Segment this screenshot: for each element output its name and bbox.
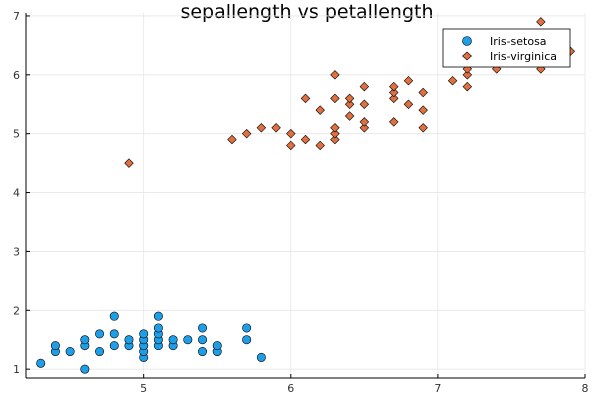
tick-labels: 5 6 7 8 1 2 3 4 5 6 7 <box>13 10 589 395</box>
legend-marker-setosa <box>462 36 472 46</box>
x-tick-label: 7 <box>434 382 441 395</box>
data-point-virginica <box>330 134 340 145</box>
data-point-virginica <box>241 128 252 139</box>
data-point-virginica <box>300 93 311 104</box>
data-point-virginica <box>271 123 281 133</box>
data-point-setosa <box>153 323 163 333</box>
data-point-virginica <box>389 117 399 127</box>
grid-lines <box>26 13 586 378</box>
y-tick-label: 3 <box>13 245 20 258</box>
legend: Iris-setosa Iris-virginica <box>442 28 571 68</box>
data-point-virginica <box>344 111 355 121</box>
legend-label-virginica: Iris-virginica <box>490 50 557 63</box>
data-point-setosa <box>153 311 163 321</box>
data-point-setosa <box>65 347 75 357</box>
data-point-virginica <box>330 70 340 80</box>
data-point-setosa <box>80 335 90 345</box>
data-point-setosa <box>198 335 208 345</box>
data-point-setosa <box>109 341 119 351</box>
data-point-virginica <box>359 117 370 127</box>
data-point-virginica <box>124 158 134 168</box>
y-tick-label: 5 <box>13 128 20 141</box>
data-point-virginica <box>359 123 370 133</box>
data-point-virginica <box>359 99 370 109</box>
data-point-virginica <box>403 75 414 86</box>
data-point-virginica <box>286 140 296 151</box>
data-point-virginica <box>536 64 546 74</box>
data-point-virginica <box>330 128 340 139</box>
data-point-virginica <box>344 93 355 104</box>
data-point-virginica <box>447 75 458 86</box>
x-tick-label: 5 <box>140 382 147 395</box>
legend-box <box>442 28 571 68</box>
data-point-virginica <box>330 123 340 133</box>
data-point-setosa <box>124 335 134 345</box>
chart-title: sepallength vs petallength <box>180 1 433 23</box>
x-tick-label: 8 <box>582 382 589 395</box>
data-point-setosa <box>36 358 46 368</box>
data-point-virginica <box>536 17 546 27</box>
data-point-virginica <box>300 134 311 145</box>
data-point-virginica <box>227 134 237 145</box>
y-tick-label: 7 <box>13 10 20 23</box>
data-point-setosa <box>95 347 105 357</box>
y-tick-label: 2 <box>13 304 20 317</box>
data-point-setosa <box>242 323 252 333</box>
data-point-setosa <box>109 329 119 339</box>
data-point-virginica <box>315 140 325 151</box>
data-point-virginica <box>389 93 399 104</box>
data-point-setosa <box>183 335 193 345</box>
data-point-setosa <box>212 341 222 351</box>
data-point-virginica <box>389 87 399 98</box>
data-point-virginica <box>286 128 296 139</box>
data-point-setosa <box>109 311 119 321</box>
data-point-virginica <box>256 123 267 133</box>
data-point-virginica <box>359 81 370 92</box>
data-point-setosa <box>168 335 178 345</box>
legend-label-setosa: Iris-setosa <box>490 35 547 48</box>
data-point-setosa <box>242 335 252 345</box>
data-point-setosa <box>198 323 208 333</box>
data-point-virginica <box>462 81 473 92</box>
data-point-setosa <box>198 347 208 357</box>
data-point-virginica <box>418 105 428 115</box>
data-point-virginica <box>462 70 473 80</box>
data-point-setosa <box>139 329 149 339</box>
x-tick-label: 6 <box>287 382 294 395</box>
axes <box>25 13 585 379</box>
data-point-virginica <box>315 105 325 115</box>
data-point-virginica <box>330 93 340 104</box>
data-point-setosa <box>95 329 105 339</box>
data-point-setosa <box>80 364 90 374</box>
y-tick-label: 1 <box>13 363 20 376</box>
data-point-virginica <box>418 87 428 98</box>
data-point-setosa <box>256 352 266 362</box>
data-point-virginica <box>344 99 355 109</box>
data-points <box>36 17 576 374</box>
data-point-virginica <box>389 81 399 92</box>
data-point-virginica <box>418 123 428 133</box>
data-point-setosa <box>50 341 60 351</box>
y-tick-label: 4 <box>13 187 20 200</box>
data-point-virginica <box>403 99 414 109</box>
y-tick-label: 6 <box>13 69 20 82</box>
legend-marker-virginica <box>462 51 472 61</box>
